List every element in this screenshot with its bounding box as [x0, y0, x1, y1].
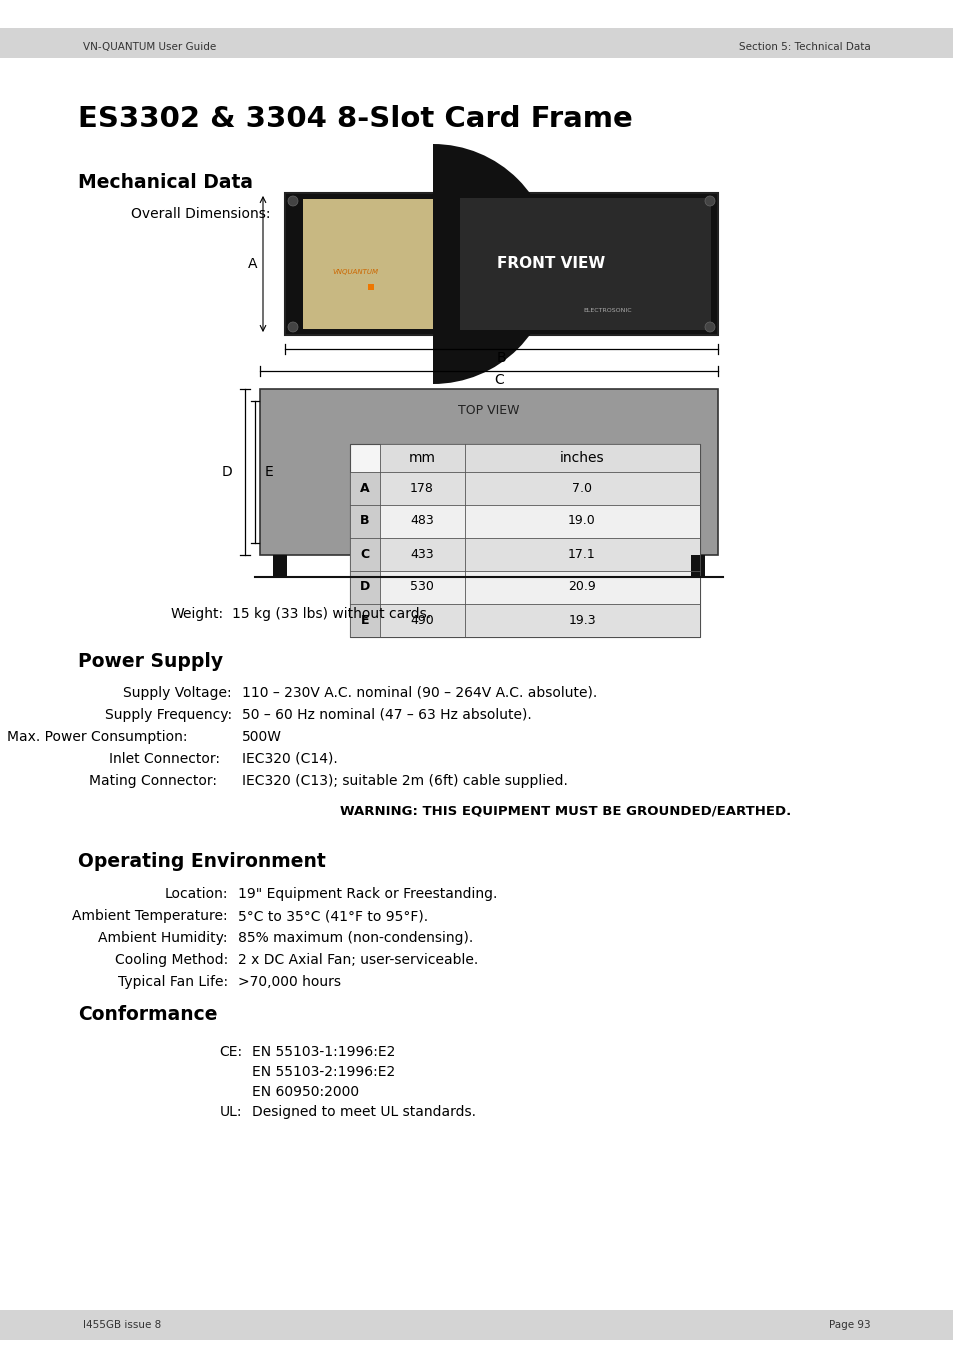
Text: EN 60950:2000: EN 60950:2000: [252, 1085, 358, 1098]
Bar: [0, 1310, 953, 1340]
Text: Overall Dimensions:: Overall Dimensions:: [131, 207, 271, 222]
Text: 178: 178: [410, 481, 434, 494]
Bar: [350, 505, 700, 538]
Circle shape: [704, 196, 714, 205]
Circle shape: [704, 322, 714, 332]
Text: Supply Voltage:: Supply Voltage:: [123, 686, 232, 700]
Bar: [350, 604, 700, 638]
Bar: [350, 571, 700, 604]
Text: 110 – 230V A.C. nominal (90 – 264V A.C. absolute).: 110 – 230V A.C. nominal (90 – 264V A.C. …: [242, 686, 597, 700]
Text: C: C: [494, 373, 503, 386]
Bar: [350, 538, 379, 571]
Bar: [459, 199, 710, 330]
Text: Power Supply: Power Supply: [78, 653, 223, 671]
Text: mm: mm: [408, 451, 435, 465]
Text: 530: 530: [410, 581, 434, 593]
Bar: [260, 389, 718, 555]
Bar: [285, 193, 718, 335]
Text: D: D: [359, 581, 370, 593]
Text: 17.1: 17.1: [568, 547, 596, 561]
Bar: [303, 199, 433, 330]
Text: Inlet Connector:: Inlet Connector:: [109, 753, 220, 766]
Text: 500W: 500W: [242, 730, 282, 744]
Text: B: B: [360, 515, 370, 527]
Text: Page 93: Page 93: [828, 1320, 870, 1329]
Bar: [368, 284, 374, 290]
Text: Supply Frequency:: Supply Frequency:: [105, 708, 232, 721]
Text: VN-QUANTUM User Guide: VN-QUANTUM User Guide: [83, 42, 216, 51]
Text: EN 55103-2:1996:E2: EN 55103-2:1996:E2: [252, 1065, 395, 1079]
Text: Conformance: Conformance: [78, 1005, 217, 1024]
Text: 490: 490: [410, 613, 434, 627]
Text: 7.0: 7.0: [572, 481, 592, 494]
Text: inches: inches: [559, 451, 603, 465]
Text: A: A: [248, 257, 257, 272]
Text: D: D: [221, 465, 233, 480]
Bar: [690, 555, 704, 577]
Text: E: E: [360, 613, 369, 627]
Bar: [350, 471, 379, 505]
Bar: [350, 505, 379, 538]
Bar: [0, 28, 953, 58]
Text: Designed to meet UL standards.: Designed to meet UL standards.: [252, 1105, 476, 1119]
Bar: [350, 444, 700, 638]
Text: IEC320 (C13); suitable 2m (6ft) cable supplied.: IEC320 (C13); suitable 2m (6ft) cable su…: [242, 774, 567, 788]
Text: 20.9: 20.9: [568, 581, 596, 593]
Bar: [350, 571, 379, 604]
Text: Cooling Method:: Cooling Method:: [114, 952, 228, 967]
Text: UL:: UL:: [219, 1105, 242, 1119]
Text: FRONT VIEW: FRONT VIEW: [497, 257, 604, 272]
Bar: [350, 471, 700, 505]
Text: Weight:: Weight:: [171, 607, 224, 621]
Text: E: E: [264, 465, 274, 480]
Text: 19.3: 19.3: [568, 613, 596, 627]
Text: 2 x DC Axial Fan; user-serviceable.: 2 x DC Axial Fan; user-serviceable.: [237, 952, 477, 967]
Text: 433: 433: [410, 547, 434, 561]
Text: Mechanical Data: Mechanical Data: [78, 173, 253, 192]
Text: EN 55103-1:1996:E2: EN 55103-1:1996:E2: [252, 1046, 395, 1059]
Text: I455GB issue 8: I455GB issue 8: [83, 1320, 161, 1329]
Text: ELECTROSONIC: ELECTROSONIC: [583, 308, 632, 312]
Text: 5°C to 35°C (41°F to 95°F).: 5°C to 35°C (41°F to 95°F).: [237, 909, 428, 923]
Text: TOP VIEW: TOP VIEW: [457, 404, 519, 417]
Bar: [273, 555, 287, 577]
Text: Ambient Humidity:: Ambient Humidity:: [98, 931, 228, 944]
Bar: [350, 604, 379, 638]
Text: 15 kg (33 lbs) without cards.: 15 kg (33 lbs) without cards.: [232, 607, 431, 621]
Wedge shape: [433, 145, 553, 384]
Text: Typical Fan Life:: Typical Fan Life:: [118, 975, 228, 989]
Text: 50 – 60 Hz nominal (47 – 63 Hz absolute).: 50 – 60 Hz nominal (47 – 63 Hz absolute)…: [242, 708, 531, 721]
Text: A: A: [360, 481, 370, 494]
Text: 19" Equipment Rack or Freestanding.: 19" Equipment Rack or Freestanding.: [237, 888, 497, 901]
Text: C: C: [360, 547, 369, 561]
Text: Max. Power Consumption:: Max. Power Consumption:: [8, 730, 188, 744]
Text: 85% maximum (non-condensing).: 85% maximum (non-condensing).: [237, 931, 473, 944]
Text: Section 5: Technical Data: Section 5: Technical Data: [739, 42, 870, 51]
Text: Ambient Temperature:: Ambient Temperature:: [72, 909, 228, 923]
Bar: [379, 444, 700, 471]
Bar: [350, 538, 700, 571]
Text: VNQUANTUM: VNQUANTUM: [332, 269, 377, 276]
Text: WARNING: THIS EQUIPMENT MUST BE GROUNDED/EARTHED.: WARNING: THIS EQUIPMENT MUST BE GROUNDED…: [339, 805, 790, 817]
Text: Mating Connector:: Mating Connector:: [89, 774, 216, 788]
Circle shape: [288, 322, 297, 332]
Text: 483: 483: [410, 515, 434, 527]
Text: CE:: CE:: [218, 1046, 242, 1059]
Text: IEC320 (C14).: IEC320 (C14).: [242, 753, 337, 766]
Text: >70,000 hours: >70,000 hours: [237, 975, 340, 989]
Text: B: B: [496, 351, 505, 365]
Text: Location:: Location:: [164, 888, 228, 901]
Text: 19.0: 19.0: [568, 515, 596, 527]
Circle shape: [288, 196, 297, 205]
Text: ES3302 & 3304 8-Slot Card Frame: ES3302 & 3304 8-Slot Card Frame: [78, 105, 632, 132]
Text: Operating Environment: Operating Environment: [78, 852, 325, 871]
